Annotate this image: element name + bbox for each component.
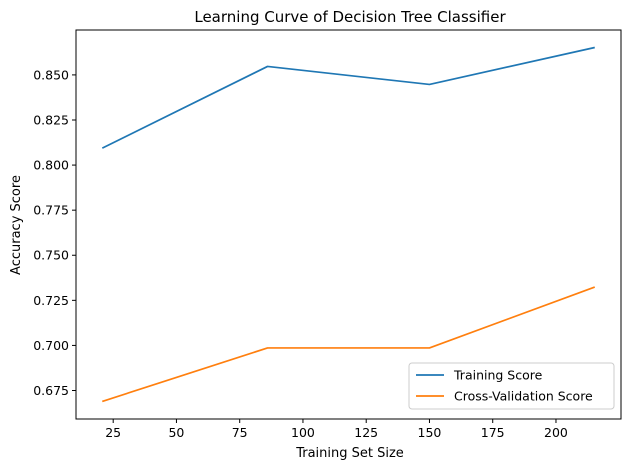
y-tick-label: 0.675 — [33, 383, 69, 398]
legend-box — [408, 362, 615, 410]
y-tick-label: 0.700 — [33, 338, 69, 353]
x-axis-title: Training Set Size — [295, 446, 404, 461]
x-tick-label: 200 — [544, 425, 568, 440]
series-line-training-score — [101, 46, 595, 149]
chart-title: Learning Curve of Decision Tree Classifi… — [194, 8, 506, 26]
x-tick-label: 175 — [481, 425, 505, 440]
legend-label: Cross-Validation Score — [454, 389, 593, 404]
plot-area: 25 50 75 100 125 150 175 200 0.675 0.700 0.725 0.75… — [33, 29, 622, 440]
y-tick-label: 0.800 — [33, 158, 69, 173]
y-tick-label: 0.850 — [33, 67, 69, 82]
x-tick-label: 75 — [232, 425, 248, 440]
legend-label: Training Score — [453, 368, 543, 383]
y-tick-label: 0.725 — [33, 293, 69, 308]
y-tick-label: 0.775 — [33, 203, 69, 218]
series-line-cross-validation-score — [101, 286, 596, 403]
x-tick-label: 50 — [168, 425, 184, 440]
legend: Training Score Cross-Validation Score — [408, 362, 615, 410]
x-tick-label: 25 — [105, 425, 121, 440]
y-tick-label: 0.750 — [33, 248, 69, 263]
plot-frame — [75, 29, 622, 420]
x-tick-label: 125 — [354, 425, 378, 440]
y-tick-label: 0.825 — [33, 112, 69, 127]
x-tick-label: 150 — [418, 425, 442, 440]
x-tick-label: 100 — [291, 425, 315, 440]
y-axis-title: Accuracy Score — [9, 175, 24, 275]
